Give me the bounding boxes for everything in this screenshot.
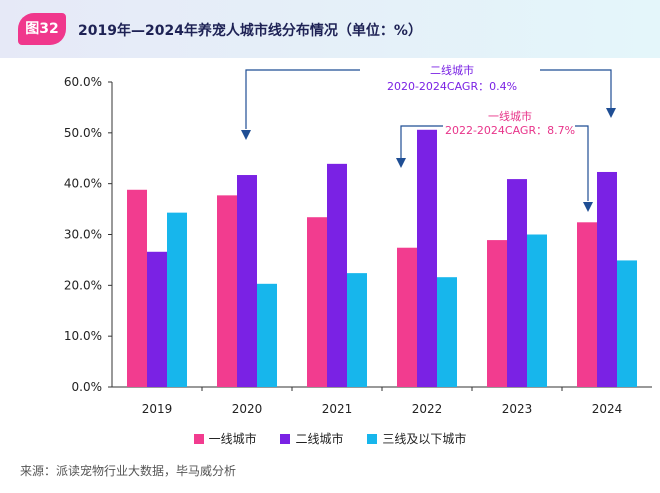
bar-2019-series-3 [167, 212, 187, 387]
legend-item-tier3: 三线及以下城市 [367, 430, 466, 447]
legend-label-tier1: 一线城市 [208, 432, 257, 446]
bar-2021-series-2 [327, 163, 347, 387]
bar-2023-series-3 [527, 234, 547, 387]
annotation-tier2-arrow-right [606, 108, 616, 118]
bar-2024-series-3 [617, 260, 637, 387]
y-tick-label: 30.0% [64, 228, 102, 242]
y-tick-label: 60.0% [64, 75, 102, 89]
source-note: 来源：派读宠物行业大数据，毕马威分析 [20, 464, 237, 478]
bar-2022-series-1 [397, 247, 417, 387]
y-tick-label: 10.0% [64, 329, 102, 343]
annotation-tier1-line-right [575, 125, 589, 201]
annotation-tier2-line-right [540, 69, 612, 109]
y-tick-label: 20.0% [64, 278, 102, 292]
y-tick-label: 40.0% [64, 177, 102, 191]
bar-2021-series-3 [347, 273, 367, 387]
bar-2019-series-1 [127, 189, 147, 387]
legend-swatch-tier3 [367, 434, 378, 444]
x-tick-label: 2020 [232, 402, 263, 416]
bar-2020-series-2 [237, 175, 257, 387]
x-tick-label: 2023 [502, 402, 533, 416]
x-tick-label: 2024 [592, 402, 623, 416]
legend-swatch-tier2 [280, 434, 291, 444]
annotation-tier1-value: 2022-2024CAGR：8.7% [445, 124, 575, 137]
bar-2024-series-2 [597, 171, 617, 387]
legend-label-tier2: 二线城市 [295, 432, 344, 446]
annotation-tier1-title: 一线城市 [488, 109, 532, 123]
bar-2023-series-2 [507, 179, 527, 387]
bar-2021-series-1 [307, 217, 327, 387]
legend-item-tier1: 一线城市 [193, 430, 257, 447]
annotation-tier2-title: 二线城市 [430, 63, 474, 77]
bar-2020-series-3 [257, 283, 277, 387]
y-tick-label: 50.0% [64, 126, 102, 140]
legend-item-tier2: 二线城市 [280, 430, 344, 447]
x-tick-label: 2022 [412, 402, 443, 416]
bar-2022-series-3 [437, 277, 457, 387]
figure-badge: 图32 [18, 13, 66, 45]
annotation-tier2-value: 2020-2024CAGR：0.4% [387, 80, 517, 93]
legend-swatch-tier1 [193, 434, 204, 444]
header-band: 图32 2019年—2024年养宠人城市线分布情况（单位：%） [0, 0, 660, 58]
x-tick-label: 2019 [142, 402, 173, 416]
chart-title: 2019年—2024年养宠人城市线分布情况（单位：%） [78, 23, 422, 39]
annotation-tier1-arrow-left [396, 158, 406, 168]
bar-2020-series-1 [217, 195, 237, 387]
bar-chart: 0.0% 10.0% 20.0% 30.0% 40.0% 50.0% 60.0% 2019 20… [64, 63, 652, 416]
bar-2023-series-1 [487, 240, 507, 387]
annotation-tier2-arrow-left [241, 130, 251, 140]
y-tick-label: 0.0% [72, 380, 103, 394]
annotation-tier1-arrow-right [583, 202, 593, 212]
legend-label-tier3: 三线及以下城市 [382, 432, 467, 446]
legend: 一线城市 二线城市 三线及以下城市 [0, 430, 660, 447]
bar-2024-series-1 [577, 222, 597, 387]
annotation-tier2-line-left [245, 69, 360, 129]
annotation-tier1-line-left [400, 125, 443, 158]
x-tick-label: 2021 [322, 402, 353, 416]
bar-2019-series-2 [147, 251, 167, 387]
bar-2022-series-2 [417, 129, 437, 388]
